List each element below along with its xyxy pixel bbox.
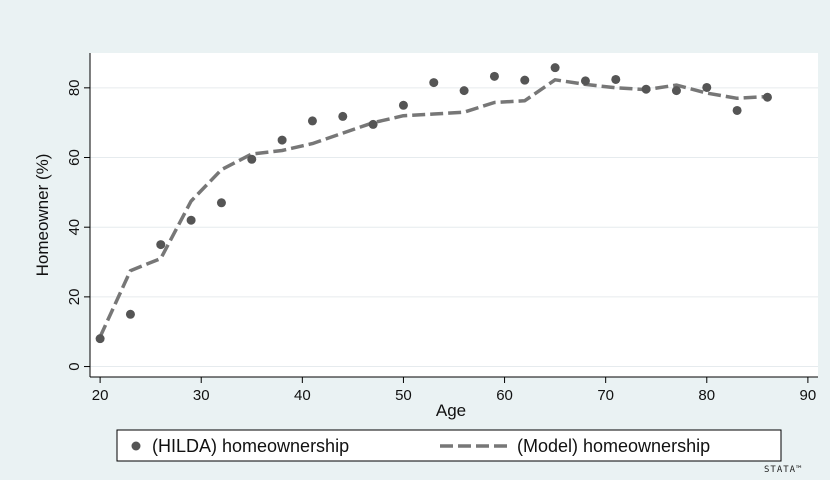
- data-point-hilda-age-32: [216, 198, 226, 208]
- data-point-hilda-age-53: [429, 78, 439, 88]
- series-marks: [95, 63, 772, 344]
- x-tick-label-60: 60: [496, 387, 513, 404]
- data-point-hilda-age-86: [762, 92, 772, 102]
- y-tick-label-60: 60: [66, 149, 83, 166]
- x-tick-label-70: 70: [597, 387, 614, 404]
- x-tick-label-40: 40: [294, 387, 311, 404]
- y-tick-label-40: 40: [66, 219, 83, 236]
- data-point-hilda-age-59: [489, 71, 499, 81]
- legend: (HILDA) homeownership (Model) homeowners…: [116, 429, 782, 462]
- data-point-hilda-age-26: [156, 240, 166, 250]
- x-tick-label-90: 90: [800, 387, 817, 404]
- data-point-hilda-age-50: [398, 100, 408, 110]
- stata-logo: STATA™: [764, 465, 803, 475]
- plot-area: [90, 53, 818, 377]
- x-axis-title: Age: [436, 401, 466, 420]
- y-tick-label-20: 20: [66, 289, 83, 306]
- y-tick-label-80: 80: [66, 79, 83, 96]
- data-point-hilda-age-44: [338, 111, 348, 121]
- data-point-hilda-age-62: [520, 75, 530, 85]
- x-tick-label-20: 20: [92, 387, 109, 404]
- data-point-hilda-age-38: [277, 135, 287, 145]
- data-point-hilda-age-47: [368, 119, 378, 129]
- data-point-hilda-age-65: [550, 63, 560, 73]
- legend-marker-hilda: [131, 441, 141, 451]
- data-point-hilda-age-56: [459, 86, 469, 96]
- legend-label-model: (Model) homeownership: [517, 436, 710, 456]
- x-tick-label-30: 30: [193, 387, 210, 404]
- x-tick-label-50: 50: [395, 387, 412, 404]
- data-point-hilda-age-74: [641, 84, 651, 94]
- data-point-hilda-age-83: [732, 105, 742, 115]
- axes: 0 20 40 60 80 20 30 40 50 60 70 80 90: [66, 53, 818, 404]
- grid-lines: [90, 87, 818, 368]
- data-point-hilda-age-80: [702, 82, 712, 92]
- data-point-hilda-age-68: [580, 76, 590, 86]
- data-point-hilda-age-23: [125, 309, 135, 319]
- y-tick-label-0: 0: [66, 362, 83, 370]
- data-point-hilda-age-71: [611, 74, 621, 84]
- data-point-hilda-age-20: [95, 334, 105, 344]
- x-tick-label-80: 80: [698, 387, 715, 404]
- legend-label-hilda: (HILDA) homeownership: [152, 436, 349, 456]
- data-point-hilda-age-41: [307, 116, 317, 126]
- data-point-hilda-age-77: [671, 86, 681, 96]
- data-point-hilda-age-35: [247, 154, 257, 164]
- y-axis-title: Homeowner (%): [33, 154, 52, 277]
- series-line-model: [98, 78, 768, 338]
- data-point-hilda-age-29: [186, 215, 196, 225]
